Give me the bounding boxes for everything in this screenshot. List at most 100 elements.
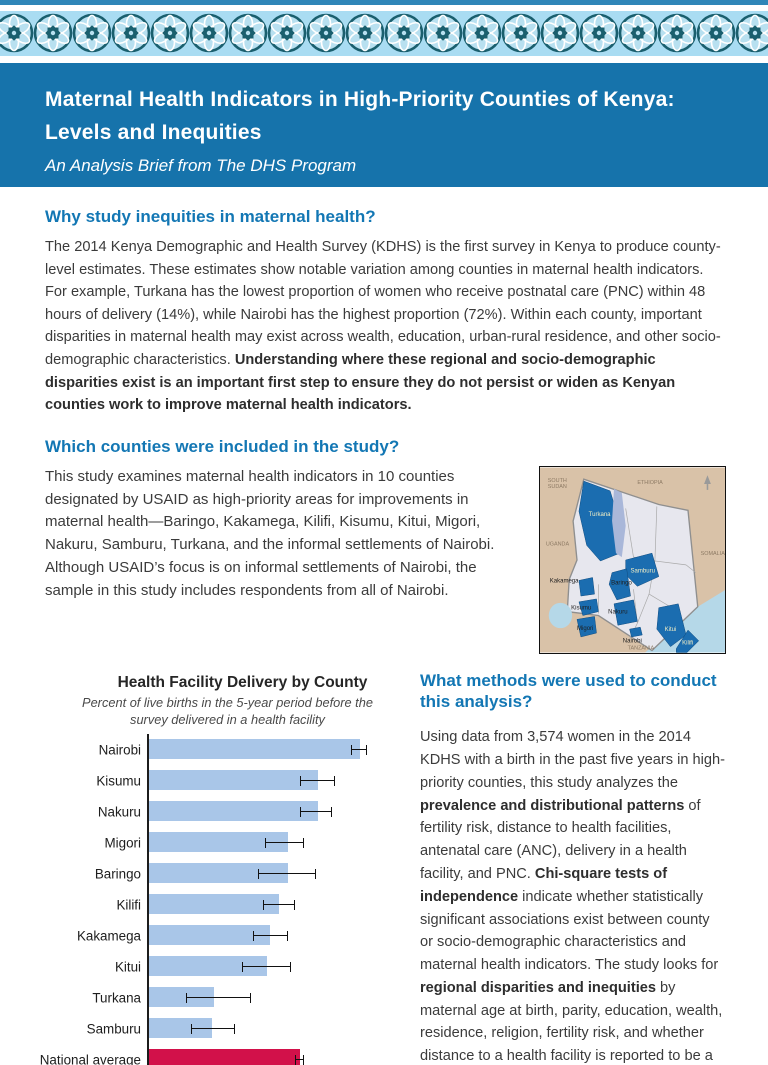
- medallion-icon: [228, 13, 268, 53]
- section-heading-methods: What methods were used to conduct this a…: [420, 670, 717, 712]
- bar-label: Samburu: [86, 1021, 141, 1037]
- section-heading-which: Which counties were included in the stud…: [45, 436, 400, 456]
- chart-row: Baringo: [95, 858, 381, 889]
- top-blue-strip: [0, 0, 768, 5]
- chart-row: Migori: [105, 827, 381, 858]
- medallion-icon: [267, 13, 307, 53]
- chart-subtitle: Percent of live births in the 5-year per…: [82, 694, 373, 727]
- error-bar: [190, 1023, 235, 1034]
- error-bar: [258, 868, 317, 879]
- page-title: Maternal Health Indicators in High-Prior…: [45, 88, 675, 144]
- error-bar: [299, 775, 335, 786]
- map-label-kakamega: Kakamega: [550, 578, 579, 584]
- medallion-icon: [462, 13, 502, 53]
- medallion-icon: [33, 13, 73, 53]
- section-heading-why: Why study inequities in maternal health?: [45, 207, 376, 226]
- map-label-baringo: Baringo: [611, 580, 632, 586]
- bar: [149, 832, 289, 853]
- chart-row: Samburu: [87, 1013, 381, 1044]
- medallion-icon: [735, 13, 768, 53]
- medallion-icon: [657, 13, 697, 53]
- facility-delivery-chart: Health Facility Delivery by County Perce…: [40, 670, 410, 1065]
- error-bar: [253, 930, 289, 941]
- map-label-south-sudan: SOUTH: [548, 478, 567, 484]
- band-gap: [0, 56, 768, 63]
- bar: [149, 894, 279, 915]
- map-label-migori: Migori: [577, 626, 593, 632]
- medallion-icon: [0, 13, 34, 53]
- chart-row: Kakamega: [77, 920, 381, 951]
- bar-label: Migori: [104, 835, 141, 851]
- chart-row: National average: [40, 1044, 381, 1065]
- error-bar: [350, 744, 368, 755]
- bar: [149, 1018, 212, 1039]
- medallion-icon: [306, 13, 346, 53]
- medallion-band-icon: [0, 13, 768, 53]
- bar-label: Turkana: [92, 990, 141, 1006]
- bar-label: Kakamega: [76, 928, 141, 944]
- map-label-nairobi: Nairobi: [623, 639, 642, 645]
- bar-label: Nakuru: [97, 804, 141, 820]
- medallion-icon: [501, 13, 541, 53]
- chart-row: Turkana: [92, 982, 381, 1013]
- map-label-kisumu: Kisumu: [571, 606, 591, 612]
- title-banner: Maternal Health Indicators in High-Prior…: [0, 63, 768, 187]
- chart-row: Nairobi: [99, 734, 381, 765]
- bar: [149, 863, 289, 884]
- medallion-icon: [579, 13, 619, 53]
- medallion-icon: [423, 13, 463, 53]
- chart-row: Kitui: [115, 951, 381, 982]
- map-label-nakuru: Nakuru: [608, 609, 627, 615]
- map-label-turkana: Turkana: [589, 512, 611, 518]
- medallion-icon: [384, 13, 424, 53]
- medallion-icon: [189, 13, 229, 53]
- bar-label: Nairobi: [98, 742, 141, 758]
- medallion-icon: [111, 13, 151, 53]
- chart-plot-area: Nairobi Kisumu Nakuru Migori Baringo Kilifi Ka…: [40, 734, 381, 1065]
- error-bar: [265, 837, 305, 848]
- chart-row: Kisumu: [96, 765, 381, 796]
- bar-label: Kisumu: [96, 773, 141, 789]
- error-bar: [241, 961, 291, 972]
- error-bar: [299, 806, 333, 817]
- error-bar: [186, 992, 252, 1003]
- which-paragraph: This study examines maternal health indi…: [45, 467, 495, 599]
- medallion-icon: [150, 13, 190, 53]
- chart-row: Kilifi: [116, 889, 381, 920]
- decorative-medallion-band: [0, 11, 768, 56]
- medallion-icon: [618, 13, 658, 53]
- error-bar: [262, 899, 296, 910]
- bar: [149, 956, 268, 977]
- bar: [149, 925, 270, 946]
- bar-label: Kilifi: [116, 897, 141, 913]
- bar: [149, 801, 319, 822]
- bar-label: Baringo: [94, 866, 141, 882]
- methods-paragraph: Using data from 3,574 women in the 2014 …: [420, 729, 725, 1065]
- content: Why study inequities in maternal health?…: [0, 207, 768, 1065]
- methods-section: What methods were used to conduct this a…: [420, 670, 726, 1065]
- chart-title: Health Facility Delivery by County: [117, 673, 368, 691]
- medallion-icon: [540, 13, 580, 53]
- bar: [149, 1049, 300, 1065]
- kenya-map-icon: SOUTH SUDAN ETHIOPIA UGANDA SOMALIA TANZ…: [540, 467, 725, 653]
- map-label-ethiopia: ETHIOPIA: [637, 480, 663, 486]
- bar-label: National average: [39, 1052, 141, 1065]
- medallion-icon: [72, 13, 112, 53]
- map-label-uganda: UGANDA: [546, 541, 570, 547]
- map-label-south-sudan-2: SUDAN: [548, 484, 567, 490]
- bar-label: Kitui: [114, 959, 141, 975]
- map-label-samburu: Samburu: [631, 569, 655, 575]
- map-label-kilifi: Kilifi: [682, 641, 693, 647]
- page-subtitle: An Analysis Brief from The DHS Program: [45, 156, 357, 175]
- north-arrow-icon: [704, 475, 711, 490]
- medallion-icon: [345, 13, 385, 53]
- medallion-icon: [696, 13, 736, 53]
- map-label-tanzania: TANZANIA: [628, 645, 655, 651]
- chart-row: Nakuru: [98, 796, 381, 827]
- bar: [149, 739, 361, 760]
- bar: [149, 987, 214, 1008]
- kenya-county-map: SOUTH SUDAN ETHIOPIA UGANDA SOMALIA TANZ…: [539, 465, 726, 654]
- error-bar: [295, 1054, 305, 1065]
- map-label-kitui: Kitui: [665, 627, 677, 633]
